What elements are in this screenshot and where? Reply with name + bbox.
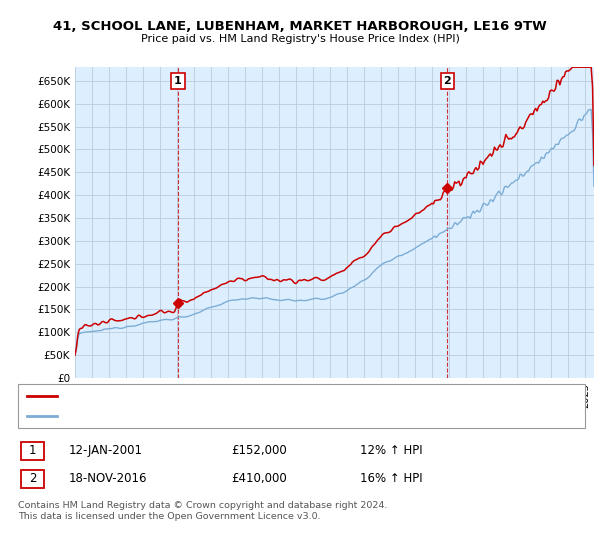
Text: 12% ↑ HPI: 12% ↑ HPI xyxy=(360,444,422,458)
Text: 41, SCHOOL LANE, LUBENHAM, MARKET HARBOROUGH, LE16 9TW: 41, SCHOOL LANE, LUBENHAM, MARKET HARBOR… xyxy=(53,20,547,32)
Text: 2: 2 xyxy=(443,76,451,86)
Text: 41, SCHOOL LANE, LUBENHAM, MARKET HARBOROUGH, LE16 9TW (detached house): 41, SCHOOL LANE, LUBENHAM, MARKET HARBOR… xyxy=(66,391,507,401)
Text: HPI: Average price, detached house, Harborough: HPI: Average price, detached house, Harb… xyxy=(66,411,321,421)
Text: 2: 2 xyxy=(29,472,36,486)
Text: 18-NOV-2016: 18-NOV-2016 xyxy=(69,472,148,486)
Text: Price paid vs. HM Land Registry's House Price Index (HPI): Price paid vs. HM Land Registry's House … xyxy=(140,34,460,44)
Text: £410,000: £410,000 xyxy=(231,472,287,486)
Text: £152,000: £152,000 xyxy=(231,444,287,458)
Text: 16% ↑ HPI: 16% ↑ HPI xyxy=(360,472,422,486)
Text: 1: 1 xyxy=(174,76,182,86)
Text: 1: 1 xyxy=(29,444,36,458)
Text: 12-JAN-2001: 12-JAN-2001 xyxy=(69,444,143,458)
Text: Contains HM Land Registry data © Crown copyright and database right 2024.
This d: Contains HM Land Registry data © Crown c… xyxy=(18,501,388,521)
